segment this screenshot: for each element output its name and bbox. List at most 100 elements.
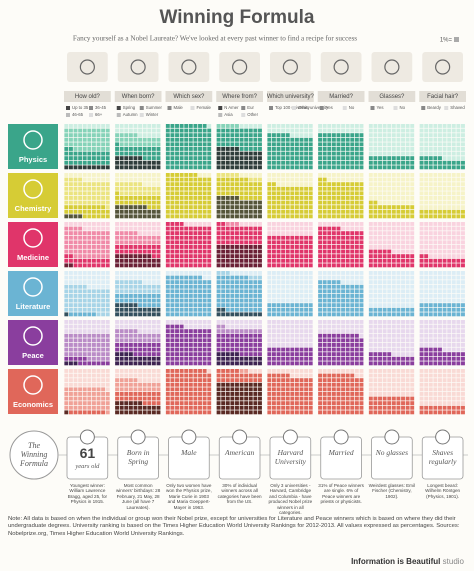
waffle-square [299,258,304,263]
waffle-square [442,333,447,338]
waffle-square [294,177,299,182]
waffle-square [410,369,415,373]
waffle-square [101,338,106,343]
waffle-square [138,254,143,259]
waffle-square [142,320,147,324]
waffle-square [410,240,415,245]
waffle-square [119,263,124,268]
waffle-square [419,410,424,415]
waffle-square [82,222,87,226]
waffle-square [147,410,152,415]
waffle-square [193,147,198,151]
waffle-square [387,271,392,275]
waffle-square [235,284,239,289]
waffle-square [138,271,143,275]
waffle-square [216,222,221,226]
waffle-square [198,205,202,210]
waffle-square [419,133,424,138]
waffle-square [331,160,336,165]
waffle-square [387,324,392,329]
waffle-square [271,298,276,303]
waffle-square [133,410,138,415]
waffle-square [248,186,253,191]
waffle-square [290,200,295,205]
waffle-square [147,401,152,406]
waffle-square [64,320,69,324]
waffle-square [308,245,313,249]
waffle-square [442,124,447,128]
waffle-square [345,320,350,324]
waffle-square [341,320,346,324]
waffle-square [327,124,332,128]
waffle-square [368,329,373,334]
question-label: Facial hair? [427,94,459,100]
waffle-square [151,173,156,177]
waffle-square [202,392,207,396]
waffle-square [64,200,69,205]
waffle-square [341,373,346,378]
waffle-square [354,307,359,312]
waffle-square [184,271,189,275]
waffle-square [193,205,198,210]
waffle-square [428,284,433,289]
waffle-square [105,177,110,182]
waffle-square [101,356,106,361]
waffle-square [239,392,244,396]
waffle-square [405,222,410,226]
waffle-square [308,191,313,196]
waffle-square [73,382,78,387]
waffle-square [87,214,92,219]
waffle-square [442,361,447,366]
waffle-square [119,347,124,352]
waffle-square [308,249,313,254]
waffle-square [267,271,272,275]
waffle-square [285,156,290,161]
waffle-square [304,387,309,392]
waffle-square [78,186,83,191]
waffle-square [235,191,239,196]
waffle-square [87,361,92,366]
waffle-square [285,392,290,396]
waffle-square [396,151,401,156]
waffle-square [456,205,461,210]
waffle-square [451,249,456,254]
waffle-square [456,165,461,170]
waffle-square [428,137,433,142]
waffle-square [327,249,332,254]
waffle-square [271,240,276,245]
waffle-square [428,289,433,294]
waffle-square [373,182,378,187]
waffle-square [331,186,336,191]
waffle-square [235,405,239,410]
waffle-square [442,254,447,259]
waffle-square [419,352,424,357]
waffle-square [73,200,78,205]
waffle-square [156,214,161,219]
waffle-square [124,240,129,245]
waffle-square [179,124,184,128]
waffle-square [73,222,78,226]
waffle-square [96,128,101,133]
waffle-square [424,401,429,406]
waffle-square [101,263,106,268]
waffle-square [382,205,387,210]
waffle-square [230,137,235,142]
waffle-square [331,165,336,170]
waffle-square [281,124,286,128]
waffle-square [442,177,447,182]
waffle-square [165,124,170,128]
waffle-square [253,410,258,415]
waffle-square [285,307,290,312]
waffle-square [96,392,101,396]
waffle-square [119,249,124,254]
waffle-square [124,294,129,298]
waffle-square [451,226,456,231]
waffle-square [82,338,87,343]
waffle-square [350,382,355,387]
waffle-square [87,378,92,383]
waffle-square [424,271,429,275]
waffle-square [124,156,129,161]
waffle-square [82,401,87,406]
waffle-square [235,298,239,303]
waffle-square [244,147,249,151]
